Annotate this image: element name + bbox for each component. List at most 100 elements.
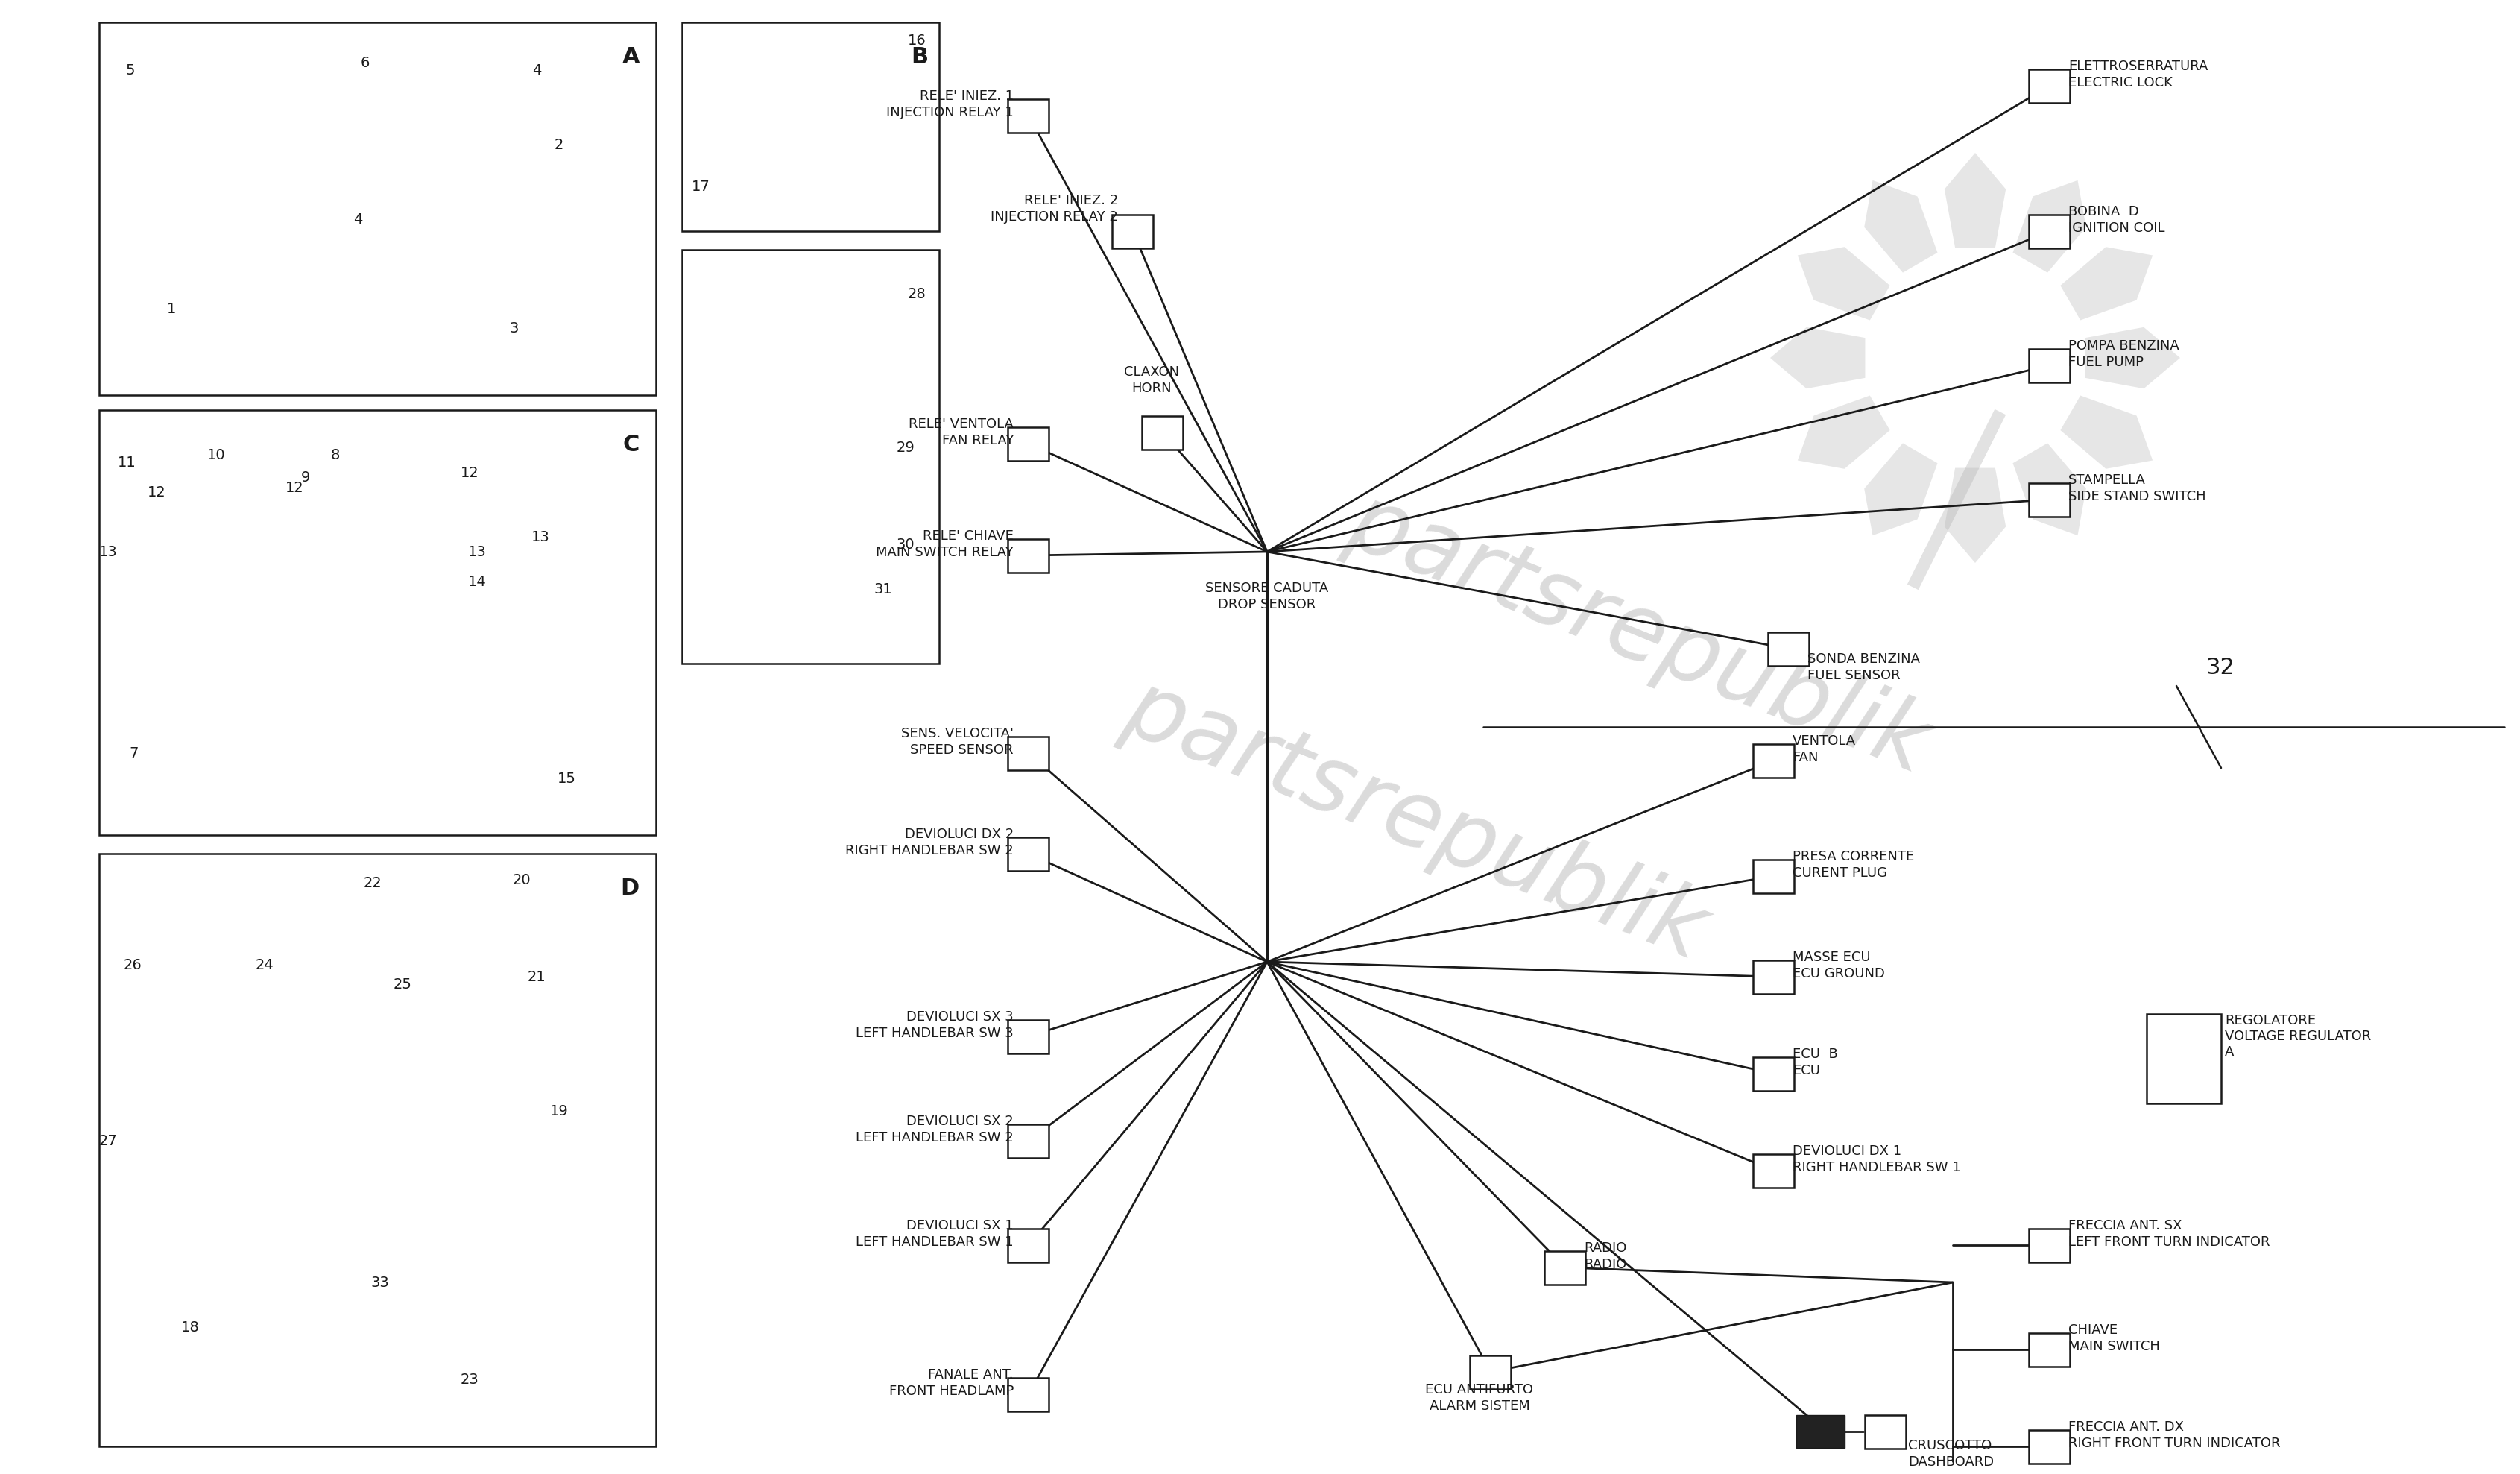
Text: 30: 30 (897, 537, 915, 551)
Text: BOBINA  D
IGNITION COIL: BOBINA D IGNITION COIL (2069, 205, 2165, 234)
Text: CHIAVE
MAIN SWITCH: CHIAVE MAIN SWITCH (2069, 1324, 2160, 1353)
Text: 29: 29 (897, 441, 915, 454)
Bar (98, 22, 655, 395)
Text: 11: 11 (118, 455, 136, 469)
Polygon shape (2013, 180, 2087, 273)
Text: C: C (622, 433, 640, 455)
Text: RELE' INIEZ. 1
INJECTION RELAY 1: RELE' INIEZ. 1 INJECTION RELAY 1 (887, 90, 1013, 119)
Text: FRECCIA ANT. SX
LEFT FRONT TURN INDICATOR: FRECCIA ANT. SX LEFT FRONT TURN INDICATO… (2069, 1219, 2271, 1248)
Polygon shape (1945, 153, 2006, 248)
Text: RELE' INIEZ. 2
INJECTION RELAY 2: RELE' INIEZ. 2 INJECTION RELAY 2 (990, 195, 1119, 224)
Text: DEVIOLUCI SX 1
LEFT HANDLEBAR SW 1: DEVIOLUCI SX 1 LEFT HANDLEBAR SW 1 (857, 1219, 1013, 1248)
Text: 7: 7 (129, 746, 139, 761)
Text: FRECCIA ANT. DX
RIGHT FRONT TURN INDICATOR: FRECCIA ANT. DX RIGHT FRONT TURN INDICAT… (2069, 1421, 2281, 1450)
Text: 14: 14 (469, 575, 486, 588)
Text: ECU  B
ECU: ECU B ECU (1792, 1048, 1837, 1077)
Polygon shape (2084, 327, 2180, 389)
Text: SONDA BENZINA
FUEL SENSOR: SONDA BENZINA FUEL SENSOR (1807, 653, 1920, 682)
Text: 23: 23 (461, 1372, 479, 1387)
Text: VENTOLA
FAN: VENTOLA FAN (1792, 734, 1857, 764)
Bar (1754, 960, 1794, 993)
Polygon shape (2061, 395, 2152, 469)
Bar (2029, 483, 2071, 516)
Polygon shape (1797, 395, 1890, 469)
Text: SENS. VELOCITA'
SPEED SENSOR: SENS. VELOCITA' SPEED SENSOR (902, 727, 1013, 756)
Polygon shape (1865, 180, 1938, 273)
Text: RADIO
RADIO: RADIO RADIO (1585, 1241, 1625, 1271)
Text: CRUSCOTTO
DASHBOARD: CRUSCOTTO DASHBOARD (1908, 1439, 1993, 1468)
Text: B: B (910, 46, 927, 68)
Text: 10: 10 (207, 448, 224, 461)
Bar (1769, 632, 1809, 665)
Text: 12: 12 (146, 485, 166, 500)
Text: 26: 26 (123, 958, 141, 973)
Text: SENSORE CADUTA
DROP SENSOR: SENSORE CADUTA DROP SENSOR (1205, 582, 1328, 612)
Bar (1797, 1415, 1845, 1447)
Text: RELE' VENTOLA
FAN RELAY: RELE' VENTOLA FAN RELAY (910, 417, 1013, 447)
Text: POMPA BENZINA
FUEL PUMP: POMPA BENZINA FUEL PUMP (2069, 339, 2180, 368)
Text: 5: 5 (126, 63, 136, 78)
Text: ELETTROSERRATURA
ELECTRIC LOCK: ELETTROSERRATURA ELECTRIC LOCK (2069, 60, 2208, 90)
Bar (2029, 69, 2071, 103)
Text: MASSE ECU
ECU GROUND: MASSE ECU ECU GROUND (1792, 951, 1885, 980)
Bar (1111, 214, 1154, 248)
Text: 1: 1 (166, 302, 176, 317)
Bar (683, 22, 940, 231)
Bar (1865, 1415, 1905, 1449)
Text: DEVIOLUCI DX 2
RIGHT HANDLEBAR SW 2: DEVIOLUCI DX 2 RIGHT HANDLEBAR SW 2 (844, 828, 1013, 858)
Bar (1008, 1020, 1048, 1052)
Bar (1545, 1251, 1585, 1284)
Bar (1008, 837, 1048, 871)
Bar (1142, 416, 1184, 450)
Text: A: A (622, 46, 640, 68)
Text: RELE' CHIAVE
MAIN SWITCH RELAY: RELE' CHIAVE MAIN SWITCH RELAY (877, 529, 1013, 559)
Text: 24: 24 (255, 958, 275, 973)
Text: DEVIOLUCI SX 3
LEFT HANDLEBAR SW 3: DEVIOLUCI SX 3 LEFT HANDLEBAR SW 3 (857, 1011, 1013, 1039)
Bar (2029, 214, 2071, 248)
Bar (98, 410, 655, 836)
Text: 4: 4 (532, 63, 542, 78)
Bar (2147, 1014, 2220, 1104)
Text: 31: 31 (874, 582, 892, 595)
Bar (1008, 427, 1048, 460)
Text: 22: 22 (363, 877, 383, 890)
Text: 28: 28 (907, 287, 925, 302)
Polygon shape (1797, 248, 1890, 320)
Text: DEVIOLUCI SX 2
LEFT HANDLEBAR SW 2: DEVIOLUCI SX 2 LEFT HANDLEBAR SW 2 (857, 1114, 1013, 1144)
Text: 33: 33 (370, 1275, 391, 1290)
Bar (1008, 1377, 1048, 1411)
Text: 15: 15 (557, 772, 575, 786)
Bar (1754, 1057, 1794, 1091)
Text: PRESA CORRENTE
CURENT PLUG: PRESA CORRENTE CURENT PLUG (1792, 850, 1915, 880)
Text: 2: 2 (554, 139, 564, 152)
Bar (1008, 1125, 1048, 1157)
Text: 17: 17 (690, 180, 711, 193)
Text: 13: 13 (469, 544, 486, 559)
Bar (98, 853, 655, 1446)
Text: 20: 20 (512, 873, 532, 887)
Polygon shape (1865, 444, 1938, 535)
Text: 19: 19 (549, 1104, 567, 1117)
Text: 13: 13 (532, 529, 549, 544)
Polygon shape (2061, 248, 2152, 320)
Bar (1469, 1355, 1512, 1389)
Text: partsrepublik: partsrepublik (1114, 662, 1719, 977)
Text: 21: 21 (527, 970, 547, 983)
Text: 8: 8 (330, 448, 340, 461)
Text: DEVIOLUCI DX 1
RIGHT HANDLEBAR SW 1: DEVIOLUCI DX 1 RIGHT HANDLEBAR SW 1 (1792, 1145, 1961, 1175)
Text: 12: 12 (461, 466, 479, 481)
Bar (1754, 1154, 1794, 1188)
Text: ECU ANTIFURTO
ALARM SISTEM: ECU ANTIFURTO ALARM SISTEM (1426, 1383, 1535, 1412)
Text: D: D (620, 877, 640, 899)
Text: 3: 3 (509, 321, 519, 335)
Text: 4: 4 (353, 212, 363, 227)
Text: 27: 27 (98, 1134, 118, 1148)
Bar (2029, 1430, 2071, 1464)
Text: 12: 12 (285, 482, 302, 495)
Bar (1008, 538, 1048, 572)
Text: FANALE ANT.
FRONT HEADLAMP: FANALE ANT. FRONT HEADLAMP (890, 1368, 1013, 1397)
Bar (1008, 99, 1048, 133)
Text: STAMPELLA
SIDE STAND SWITCH: STAMPELLA SIDE STAND SWITCH (2069, 473, 2205, 503)
Text: 18: 18 (181, 1321, 199, 1334)
Bar (1754, 859, 1794, 893)
